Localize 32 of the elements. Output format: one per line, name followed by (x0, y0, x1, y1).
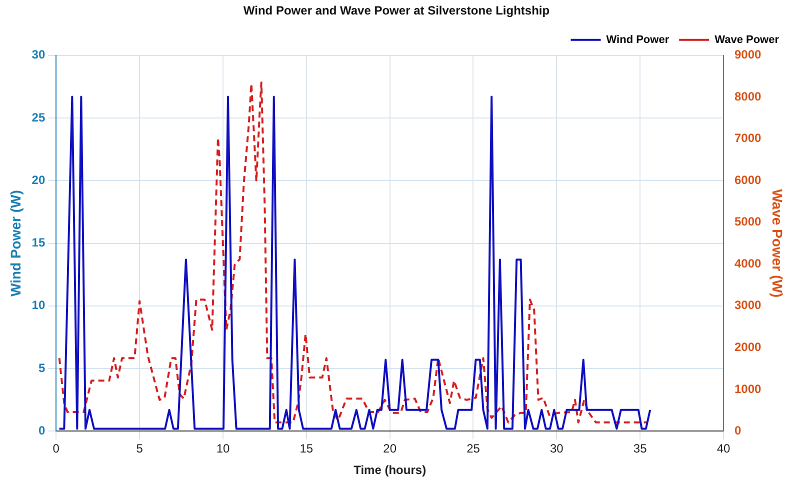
y2-tick-label: 3000 (734, 298, 762, 312)
x-tick-label: 0 (52, 442, 60, 456)
x-tick-label: 15 (300, 442, 314, 456)
legend-label: Wind Power (606, 34, 670, 46)
x-tick-label: 25 (466, 442, 480, 456)
x-tick-label: 35 (633, 442, 648, 456)
y2-tick-label: 2000 (734, 340, 762, 354)
y2-tick-label: 9000 (734, 48, 762, 62)
y2-axis-title: Wave Power (W) (770, 189, 786, 298)
y2-tick-label: 5000 (734, 214, 762, 229)
y-tick-label: 10 (32, 298, 46, 312)
y2-tick-label: 0 (734, 424, 742, 438)
y-tick-label: 0 (38, 424, 46, 438)
x-tick-label: 20 (383, 442, 397, 456)
x-tick-label: 30 (550, 442, 564, 456)
y2-tick-label: 4000 (734, 256, 762, 270)
y-tick-label: 15 (32, 236, 46, 250)
y2-tick-label: 7000 (734, 131, 762, 146)
chart-title: Wind Power and Wave Power at Silverstone Lightship (243, 4, 550, 18)
y-axis-title: Wind Power (W) (7, 190, 24, 297)
legend-label: Wave Power (714, 34, 780, 46)
y2-tick-label: 8000 (734, 89, 762, 104)
y2-tick-label: 6000 (734, 172, 762, 187)
y-tick-label: 25 (32, 110, 46, 124)
x-tick-label: 5 (136, 442, 144, 456)
y-tick-label: 20 (32, 172, 46, 187)
x-tick-label: 40 (716, 442, 730, 456)
x-axis-title: Time (hours) (354, 463, 426, 478)
x-tick-label: 10 (216, 442, 230, 456)
y-tick-label: 5 (38, 360, 46, 375)
y-tick-label: 30 (32, 48, 46, 62)
y2-tick-label: 1000 (734, 382, 762, 396)
